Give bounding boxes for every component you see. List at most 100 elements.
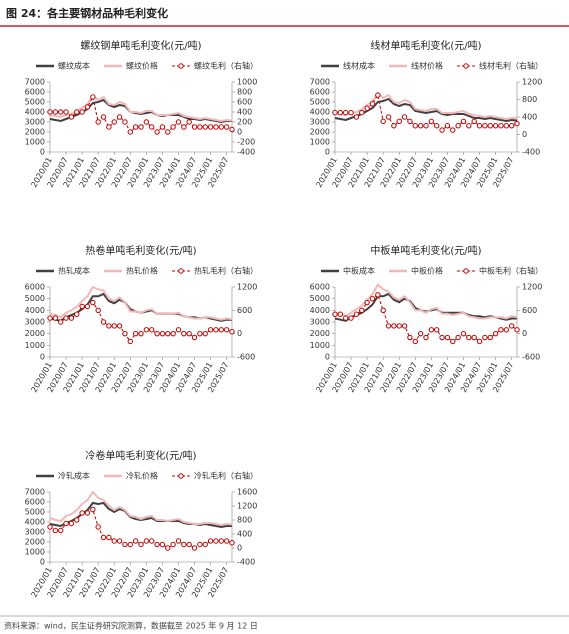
profit-marker xyxy=(503,123,509,129)
y2-tick-label: 400 xyxy=(522,113,537,122)
y-tick-label: 0 xyxy=(40,353,45,362)
profit-marker xyxy=(391,323,397,329)
legend-label: 中板价格 xyxy=(411,266,443,276)
profit-marker xyxy=(74,311,80,317)
source-note: 资料来源：wind，民生证券研究院测算，数据截至 2025 年 9 月 12 日 xyxy=(4,621,258,631)
profit-marker xyxy=(175,327,182,333)
profit-marker xyxy=(122,541,128,548)
y-tick-label: 2000 xyxy=(310,329,330,338)
profit-marker xyxy=(68,114,75,120)
y-tick-label: 0 xyxy=(40,558,45,567)
y-tick-label: 6000 xyxy=(25,88,45,97)
y-tick-label: 3000 xyxy=(25,118,45,127)
y2-tick-label: 0 xyxy=(237,544,242,553)
profit-marker xyxy=(218,538,224,544)
profit-marker xyxy=(79,109,85,115)
profit-marker xyxy=(79,510,85,516)
chart-title: 中板单吨毛利变化(元/吨) xyxy=(370,244,481,257)
legend-label: 中板毛利（右轴） xyxy=(479,266,543,276)
profit-marker xyxy=(143,119,150,125)
profit-marker xyxy=(466,334,472,341)
y-tick-label: 5000 xyxy=(25,294,45,303)
y2-tick-label: 0 xyxy=(237,329,242,338)
profit-marker xyxy=(508,123,515,129)
profit-marker xyxy=(348,109,354,116)
profit-marker xyxy=(229,126,235,133)
profit-marker xyxy=(47,109,53,115)
y2-tick-label: 200 xyxy=(237,118,252,127)
profit-marker xyxy=(74,517,80,523)
profit-marker xyxy=(375,292,381,298)
y-tick-label: 1000 xyxy=(310,138,330,147)
profit-marker xyxy=(423,334,429,341)
y-tick-label: 6000 xyxy=(25,498,45,507)
series-line xyxy=(49,490,233,527)
profit-marker xyxy=(191,545,198,551)
profit-marker xyxy=(213,327,219,333)
profit-marker xyxy=(111,119,117,125)
profit-marker xyxy=(385,323,392,329)
profit-marker xyxy=(116,538,123,544)
y2-tick-label: 1200 xyxy=(522,283,542,292)
profit-marker xyxy=(84,510,91,516)
y-tick-label: 3000 xyxy=(310,318,330,327)
profit-marker xyxy=(396,323,402,329)
y-tick-label: 0 xyxy=(325,148,330,157)
y2-tick-label: 0 xyxy=(522,329,527,338)
profit-marker xyxy=(95,307,101,314)
y2-tick-label: 800 xyxy=(237,88,252,97)
y-tick-label: 4000 xyxy=(310,306,330,315)
profit-marker xyxy=(63,315,69,321)
profit-marker xyxy=(191,124,198,130)
profit-marker xyxy=(68,315,75,321)
profit-marker xyxy=(207,124,214,130)
profit-marker xyxy=(332,109,338,116)
profit-marker xyxy=(95,524,101,530)
y-tick-label: 4000 xyxy=(310,108,330,117)
profit-marker xyxy=(106,323,112,329)
y2-tick-label: 600 xyxy=(237,98,252,107)
profit-marker xyxy=(175,538,182,544)
y-tick-label: 2000 xyxy=(310,128,330,137)
profit-marker xyxy=(460,330,467,337)
y2-tick-label: 1600 xyxy=(237,488,257,497)
profit-marker xyxy=(417,123,424,129)
profit-marker xyxy=(90,299,96,306)
y-tick-label: 1000 xyxy=(25,138,45,147)
profit-marker xyxy=(359,109,365,116)
y2-tick-label: 1200 xyxy=(237,502,257,511)
legend-marker xyxy=(463,63,469,69)
y-tick-label: 7000 xyxy=(25,488,45,497)
y2-tick-label: 1200 xyxy=(522,78,542,87)
profit-marker xyxy=(52,527,59,534)
profit-marker xyxy=(223,124,230,130)
profit-marker xyxy=(100,114,107,120)
y-tick-label: 2000 xyxy=(25,329,45,338)
legend-label: 热轧价格 xyxy=(126,266,158,276)
profit-marker xyxy=(450,338,456,345)
profit-marker xyxy=(492,123,499,129)
profit-marker xyxy=(444,334,451,341)
y2-tick-label: 600 xyxy=(237,306,252,315)
profit-marker xyxy=(63,520,69,527)
profit-marker xyxy=(439,334,445,341)
profit-marker xyxy=(343,315,349,321)
profit-marker xyxy=(186,119,192,125)
y2-tick-label: 400 xyxy=(237,530,252,539)
legend-marker xyxy=(178,268,184,274)
profit-marker xyxy=(149,124,155,130)
profit-marker xyxy=(466,123,472,129)
profit-marker xyxy=(122,119,128,125)
profit-marker xyxy=(412,123,418,129)
profit-marker xyxy=(375,92,381,98)
y2-tick-label: -200 xyxy=(237,138,255,147)
profit-marker xyxy=(364,299,370,306)
profit-marker xyxy=(138,124,144,130)
profit-marker xyxy=(207,327,214,333)
profit-marker xyxy=(471,118,477,125)
y-tick-label: 6000 xyxy=(310,283,330,292)
profit-marker xyxy=(434,327,440,333)
profit-marker xyxy=(181,541,187,548)
y-tick-label: 4000 xyxy=(25,306,45,315)
y-tick-label: 4000 xyxy=(25,518,45,527)
